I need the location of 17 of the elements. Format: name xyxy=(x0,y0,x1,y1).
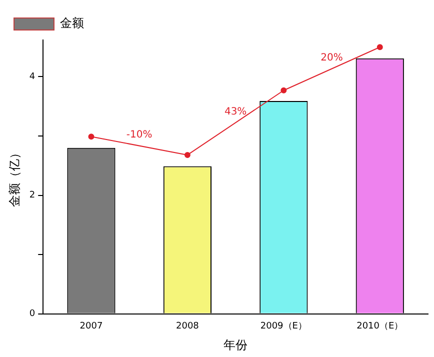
point xyxy=(376,44,383,50)
point xyxy=(184,152,190,158)
point xyxy=(88,134,94,140)
point xyxy=(280,87,287,94)
y-tick-label: 4 xyxy=(29,72,36,82)
x-axis-title: 年份 xyxy=(224,338,248,352)
x-tick-label: 2007 xyxy=(80,322,103,332)
x-tick-label: 2010（E） xyxy=(356,322,404,332)
annotation: 43% xyxy=(224,106,247,118)
annotation: -10% xyxy=(126,129,152,140)
y-tick-label: 2 xyxy=(29,190,36,201)
y-axis-title: 金额（亿） xyxy=(7,146,22,207)
y-tick-label: 0 xyxy=(29,309,36,320)
x-tick-label: 2009（E） xyxy=(260,322,307,332)
annotation: 20% xyxy=(320,52,343,64)
legend-label: 金额 xyxy=(60,16,84,30)
x-tick-label: 2008 xyxy=(176,322,200,332)
